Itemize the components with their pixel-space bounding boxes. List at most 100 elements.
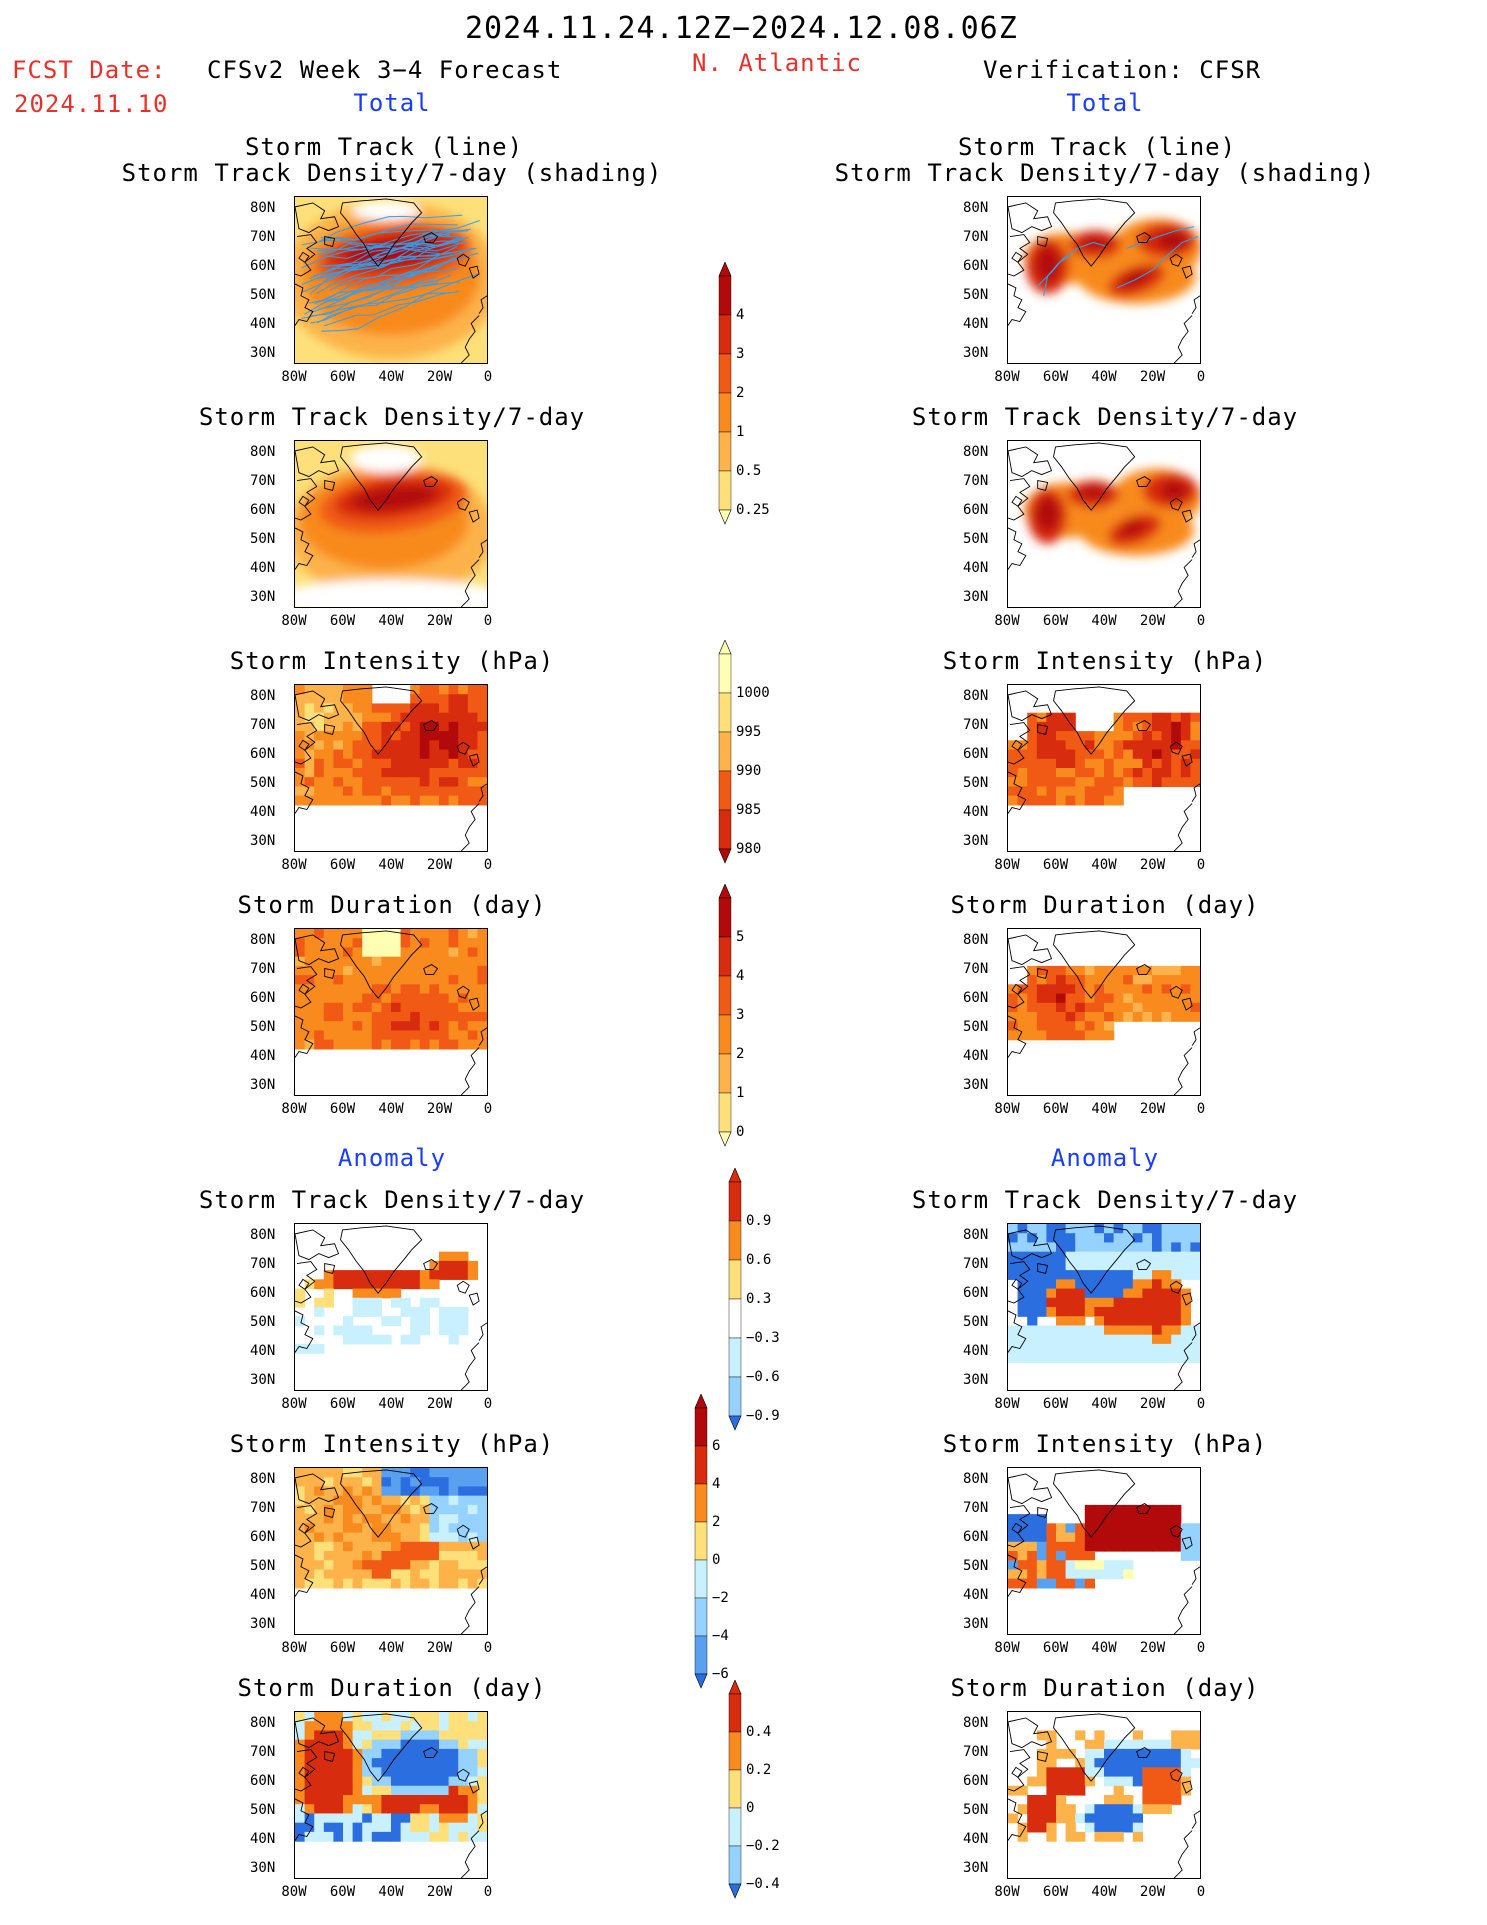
lat-tick-label: 50N xyxy=(250,1802,276,1818)
lat-tick-label: 50N xyxy=(963,1019,989,1035)
map-plot-area xyxy=(1007,440,1201,608)
total-label-left: Total xyxy=(353,89,431,117)
lat-tick-label: 40N xyxy=(250,1048,276,1064)
lat-tick-label: 30N xyxy=(963,1077,989,1093)
lat-tick-label: 50N xyxy=(250,287,276,303)
lon-tick-label: 80W xyxy=(994,613,1020,629)
map-plot-area xyxy=(294,928,488,1096)
colorbar-tick-label: 6 xyxy=(712,1438,721,1454)
lat-tick-label: 60N xyxy=(963,258,989,274)
colorbar-graphic xyxy=(718,884,732,1147)
lat-tick-label: 40N xyxy=(250,1587,276,1603)
lon-tick-label: 0 xyxy=(1196,1884,1206,1900)
map-fc-anom-intensity: 80N 70N 60N 50N 40N 30N 80W 60W 40W 20W 0 xyxy=(250,1467,492,1655)
fc-density-title: Storm Track Density/7-day xyxy=(198,403,586,431)
lon-tick-label: 60W xyxy=(329,1396,356,1412)
lon-tick-label: 40W xyxy=(1091,613,1117,629)
colorbar-tick-label: −0.6 xyxy=(746,1369,780,1385)
lat-tick-label: 80N xyxy=(250,1715,276,1731)
lon-tick-label: 20W xyxy=(426,1396,453,1412)
map-plot-area xyxy=(294,1223,488,1391)
lat-tick-label: 80N xyxy=(250,200,276,216)
colorbar-tick-label: 1 xyxy=(736,424,745,440)
colorbar-tick-label: 0.9 xyxy=(746,1213,772,1229)
colorbar-tick-label: 0.4 xyxy=(746,1724,772,1740)
lon-tick-label: 80W xyxy=(994,369,1020,385)
lat-tick-label: 70N xyxy=(250,473,276,489)
lat-tick-label: 70N xyxy=(963,1256,989,1272)
colorbar-tick-label: 995 xyxy=(736,724,762,740)
vf-duration-title: Storm Duration (day) xyxy=(950,891,1260,919)
lon-tick-label: 80W xyxy=(994,1396,1020,1412)
lon-tick-label: 60W xyxy=(329,613,356,629)
lon-tick-label: 40W xyxy=(378,1640,404,1656)
map-plot-area xyxy=(1007,928,1201,1096)
lat-tick-label: 40N xyxy=(963,804,989,820)
colorbar-tick-label: 0.3 xyxy=(746,1291,772,1307)
anomaly-label-right: Anomaly xyxy=(1050,1144,1160,1172)
map-fc-intensity: 80N 70N 60N 50N 40N 30N 80W 60W 40W 20W 0 xyxy=(250,684,492,872)
lat-tick-label: 60N xyxy=(250,502,276,518)
lon-tick-label: 60W xyxy=(329,857,356,873)
lat-tick-label: 80N xyxy=(963,932,989,948)
colorbar-tick-label: 4 xyxy=(712,1476,721,1492)
lat-tick-label: 50N xyxy=(250,1314,276,1330)
lon-tick-label: 40W xyxy=(1091,1884,1117,1900)
fc-anom-density-title: Storm Track Density/7-day xyxy=(198,1186,586,1214)
lat-tick-label: 60N xyxy=(963,1773,989,1789)
lon-tick-label: 60W xyxy=(329,369,356,385)
coastline xyxy=(1008,930,1200,1095)
lon-tick-label: 20W xyxy=(426,857,453,873)
lat-tick-label: 30N xyxy=(963,1860,989,1876)
lat-tick-label: 30N xyxy=(250,1077,276,1093)
lat-tick-label: 50N xyxy=(250,531,276,547)
colorbar-tick-label: −0.2 xyxy=(746,1838,780,1854)
lat-tick-label: 40N xyxy=(250,804,276,820)
lat-tick-label: 30N xyxy=(250,1860,276,1876)
lat-tick-label: 40N xyxy=(250,1343,276,1359)
lat-tick-label: 50N xyxy=(963,531,989,547)
coastline xyxy=(1008,686,1200,851)
lon-tick-label: 20W xyxy=(1139,1640,1166,1656)
lat-tick-label: 80N xyxy=(250,444,276,460)
lon-tick-label: 0 xyxy=(483,1884,493,1900)
lat-tick-label: 60N xyxy=(250,1285,276,1301)
map-vf-density: 80N 70N 60N 50N 40N 30N 80W 60W 40W 20W 0 xyxy=(963,440,1205,628)
fc-duration-title: Storm Duration (day) xyxy=(237,891,547,919)
fc-track-title-shading: Storm Track Density/7-day (shading) xyxy=(121,159,663,187)
colorbar-tick-label: 2 xyxy=(712,1514,721,1530)
coastline xyxy=(1008,198,1200,363)
colorbar-tick-label: 0.25 xyxy=(736,502,770,518)
colorbar-tick-label: 0.5 xyxy=(736,463,762,479)
map-plot-area xyxy=(294,196,488,364)
fc-intensity-title: Storm Intensity (hPa) xyxy=(229,647,555,675)
fcst-date-value: 2024.11.10 xyxy=(14,90,169,118)
lat-tick-label: 30N xyxy=(963,833,989,849)
vf-intensity-title: Storm Intensity (hPa) xyxy=(942,647,1268,675)
lon-tick-label: 60W xyxy=(329,1101,356,1117)
lon-tick-label: 0 xyxy=(483,1101,493,1117)
colorbar-graphic xyxy=(728,1680,742,1899)
lon-tick-label: 40W xyxy=(378,1884,404,1900)
lon-tick-label: 60W xyxy=(1042,1884,1069,1900)
lat-tick-label: 70N xyxy=(250,1256,276,1272)
vf-anom-intensity-title: Storm Intensity (hPa) xyxy=(942,1430,1268,1458)
lon-tick-label: 40W xyxy=(378,613,404,629)
lat-tick-label: 80N xyxy=(963,688,989,704)
lon-tick-label: 60W xyxy=(1042,369,1069,385)
lat-tick-label: 80N xyxy=(963,1227,989,1243)
lat-tick-label: 60N xyxy=(963,502,989,518)
lat-tick-label: 80N xyxy=(963,444,989,460)
lat-tick-label: 40N xyxy=(250,316,276,332)
lon-tick-label: 60W xyxy=(1042,1396,1069,1412)
lon-tick-label: 0 xyxy=(1196,1640,1206,1656)
coastline xyxy=(295,1713,487,1878)
lon-tick-label: 0 xyxy=(483,613,493,629)
lat-tick-label: 80N xyxy=(963,1715,989,1731)
lat-tick-label: 70N xyxy=(963,961,989,977)
colorbar-graphic xyxy=(718,262,732,525)
lat-tick-label: 80N xyxy=(250,1471,276,1487)
lat-tick-label: 70N xyxy=(963,1744,989,1760)
region-title: N. Atlantic xyxy=(692,49,862,77)
map-plot-area xyxy=(1007,1467,1201,1635)
